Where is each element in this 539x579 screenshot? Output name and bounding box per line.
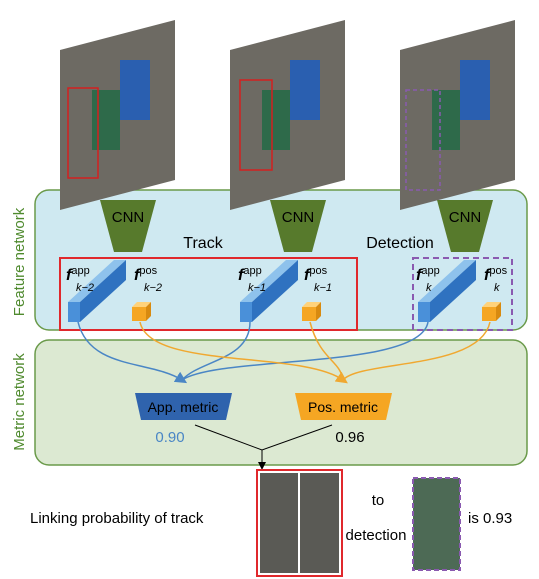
app-feature	[418, 302, 430, 322]
pos-feature	[482, 307, 496, 321]
feature-sub: k−2	[144, 282, 162, 294]
feature-sub: k−1	[248, 282, 266, 294]
metric-score: 0.90	[155, 429, 184, 446]
page: Feature network Metric network CNN CNN CNN…	[0, 0, 539, 579]
app-feature	[240, 302, 252, 322]
caption: Linking probability of track	[30, 510, 204, 527]
group-label: Detection	[366, 235, 434, 252]
app-feature	[68, 302, 80, 322]
side-label: Feature network	[11, 207, 28, 316]
feature-sup: pos	[489, 265, 507, 277]
caption: to	[372, 492, 385, 509]
metric-label: App. metric	[148, 399, 219, 415]
feature-sup: app	[421, 265, 439, 277]
feature-sub: k	[494, 282, 500, 294]
caption: is 0.93	[468, 510, 512, 527]
feature-sub: k−1	[314, 282, 332, 294]
feature-sup: app	[243, 265, 261, 277]
feature-sup: app	[71, 265, 89, 277]
detection-crop	[413, 478, 460, 570]
feature-sub: k	[426, 282, 432, 294]
pos-feature	[302, 307, 316, 321]
diagram: Feature network Metric network CNN CNN CNN…	[0, 0, 539, 579]
frames	[60, 20, 515, 210]
cnn-label: CNN	[449, 209, 482, 226]
side-label: Metric network	[11, 353, 28, 451]
metric-label: Pos. metric	[308, 399, 378, 415]
cnn-label: CNN	[282, 209, 315, 226]
feature-sup: pos	[139, 265, 157, 277]
pos-feature	[132, 307, 146, 321]
feature-sub: k−2	[76, 282, 94, 294]
caption: detection	[346, 527, 407, 544]
feature-sup: pos	[309, 265, 327, 277]
metric-score: 0.96	[335, 429, 364, 446]
group-label: Track	[183, 235, 223, 252]
cnn-label: CNN	[112, 209, 145, 226]
metric-panel	[35, 340, 527, 465]
